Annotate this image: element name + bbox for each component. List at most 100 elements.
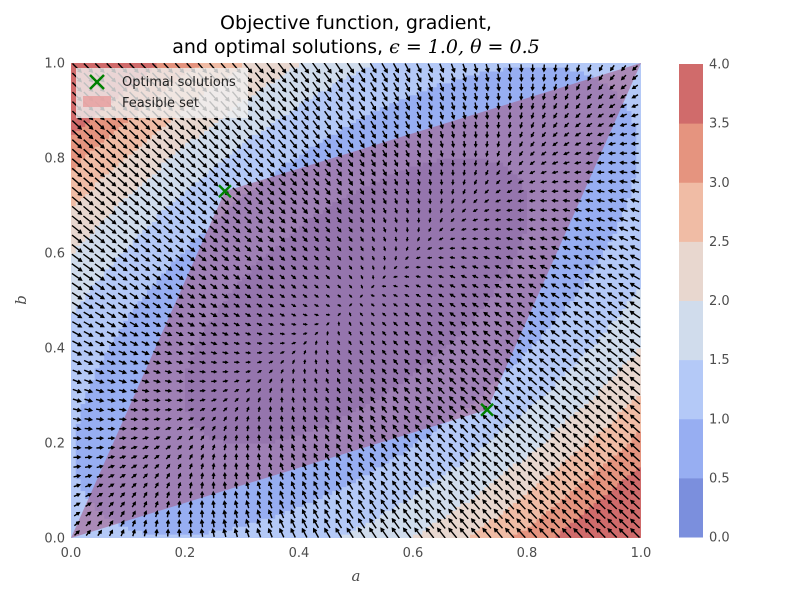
- contour-cell: [94, 284, 101, 290]
- contour-cell: [227, 518, 234, 523]
- contour-cell: [104, 296, 110, 302]
- contour-cell: [175, 466, 181, 472]
- contour-cell: [80, 292, 86, 298]
- contour-cell: [175, 454, 181, 460]
- contour-cell: [223, 233, 229, 238]
- contour-cell: [208, 300, 215, 306]
- contour-cell: [109, 336, 115, 341]
- contour-cell: [80, 213, 86, 218]
- contour-cell: [90, 391, 96, 397]
- contour-cell: [218, 324, 224, 329]
- contour-cell: [94, 189, 101, 195]
- contour-cell: [80, 399, 86, 405]
- contour-cell: [132, 233, 139, 238]
- contour-cell: [71, 264, 77, 270]
- contour-cell: [170, 494, 177, 500]
- contour-cell: [71, 284, 77, 290]
- contour-cell: [199, 506, 205, 511]
- contour-cell: [261, 530, 267, 535]
- contour-cell: [161, 173, 167, 179]
- contour-cell: [208, 470, 215, 476]
- contour-cell: [71, 450, 77, 456]
- contour-cell: [180, 288, 186, 294]
- contour-cell: [71, 268, 77, 274]
- contour-cell: [128, 154, 134, 159]
- contour-cell: [128, 415, 134, 420]
- contour-cell: [94, 328, 101, 333]
- contour-cell: [85, 253, 91, 258]
- contour-cell: [227, 213, 234, 218]
- contour-cell: [113, 514, 120, 519]
- contour-cell: [118, 363, 124, 369]
- contour-cell: [199, 439, 205, 444]
- contour-cell: [223, 63, 229, 68]
- contour-cell: [199, 241, 205, 246]
- contour-cell: [123, 288, 129, 294]
- contour-cell: [204, 379, 210, 385]
- contour-cell: [118, 415, 124, 420]
- contour-cell: [132, 245, 139, 250]
- contour-cell: [128, 134, 134, 139]
- contour-cell: [71, 371, 77, 377]
- contour-cell: [85, 427, 91, 432]
- contour-cell: [180, 482, 186, 488]
- contour-cell: [113, 478, 120, 484]
- contour-cell: [109, 363, 115, 369]
- contour-cell: [109, 221, 115, 226]
- contour-cell: [261, 102, 267, 108]
- contour-cell: [137, 439, 143, 444]
- contour-cell: [104, 446, 110, 452]
- contour-cell: [227, 411, 234, 416]
- contour-cell: [90, 288, 96, 294]
- contour-cell: [80, 534, 86, 538]
- contour-cell: [128, 146, 134, 151]
- contour-cell: [94, 253, 101, 258]
- contour-cell: [90, 446, 96, 452]
- contour-cell: [118, 280, 124, 286]
- contour-cell: [94, 482, 101, 488]
- contour-cell: [99, 478, 105, 484]
- contour-cell: [185, 359, 191, 365]
- contour-cell: [161, 332, 167, 337]
- contour-cell: [113, 379, 120, 385]
- contour-cell: [71, 526, 77, 531]
- contour-cell: [156, 177, 162, 183]
- contour-cell: [104, 371, 110, 377]
- contour-cell: [166, 391, 172, 397]
- contour-cell: [132, 158, 139, 163]
- contour-cell: [104, 466, 110, 472]
- contour-cell: [104, 387, 110, 393]
- contour-cell: [156, 510, 162, 515]
- contour-cell: [113, 403, 120, 408]
- contour-cell: [218, 363, 224, 369]
- contour-cell: [85, 300, 91, 306]
- contour-cell: [142, 209, 148, 215]
- contour-cell: [118, 518, 124, 523]
- contour-cell: [199, 344, 205, 349]
- contour-cell: [71, 86, 77, 92]
- contour-cell: [80, 245, 86, 250]
- contour-cell: [151, 431, 158, 436]
- contour-cell: [213, 482, 219, 488]
- contour-cell: [123, 454, 129, 460]
- contour-cell: [113, 272, 120, 278]
- contour-cell: [185, 189, 191, 195]
- contour-cell: [227, 526, 234, 531]
- contour-cell: [113, 312, 120, 317]
- contour-cell: [261, 158, 267, 163]
- contour-cell: [90, 351, 96, 357]
- contour-cell: [118, 320, 124, 325]
- contour-cell: [137, 427, 143, 432]
- contour-cell: [118, 142, 124, 147]
- contour-cell: [137, 348, 143, 353]
- contour-cell: [213, 292, 219, 298]
- contour-cell: [185, 249, 191, 254]
- contour-cell: [94, 280, 101, 286]
- contour-cell: [137, 126, 143, 131]
- contour-cell: [113, 454, 120, 460]
- contour-cell: [94, 506, 101, 511]
- contour-cell: [142, 193, 148, 199]
- contour-cell: [137, 209, 143, 215]
- contour-cell: [223, 518, 229, 523]
- contour-cell: [161, 134, 167, 139]
